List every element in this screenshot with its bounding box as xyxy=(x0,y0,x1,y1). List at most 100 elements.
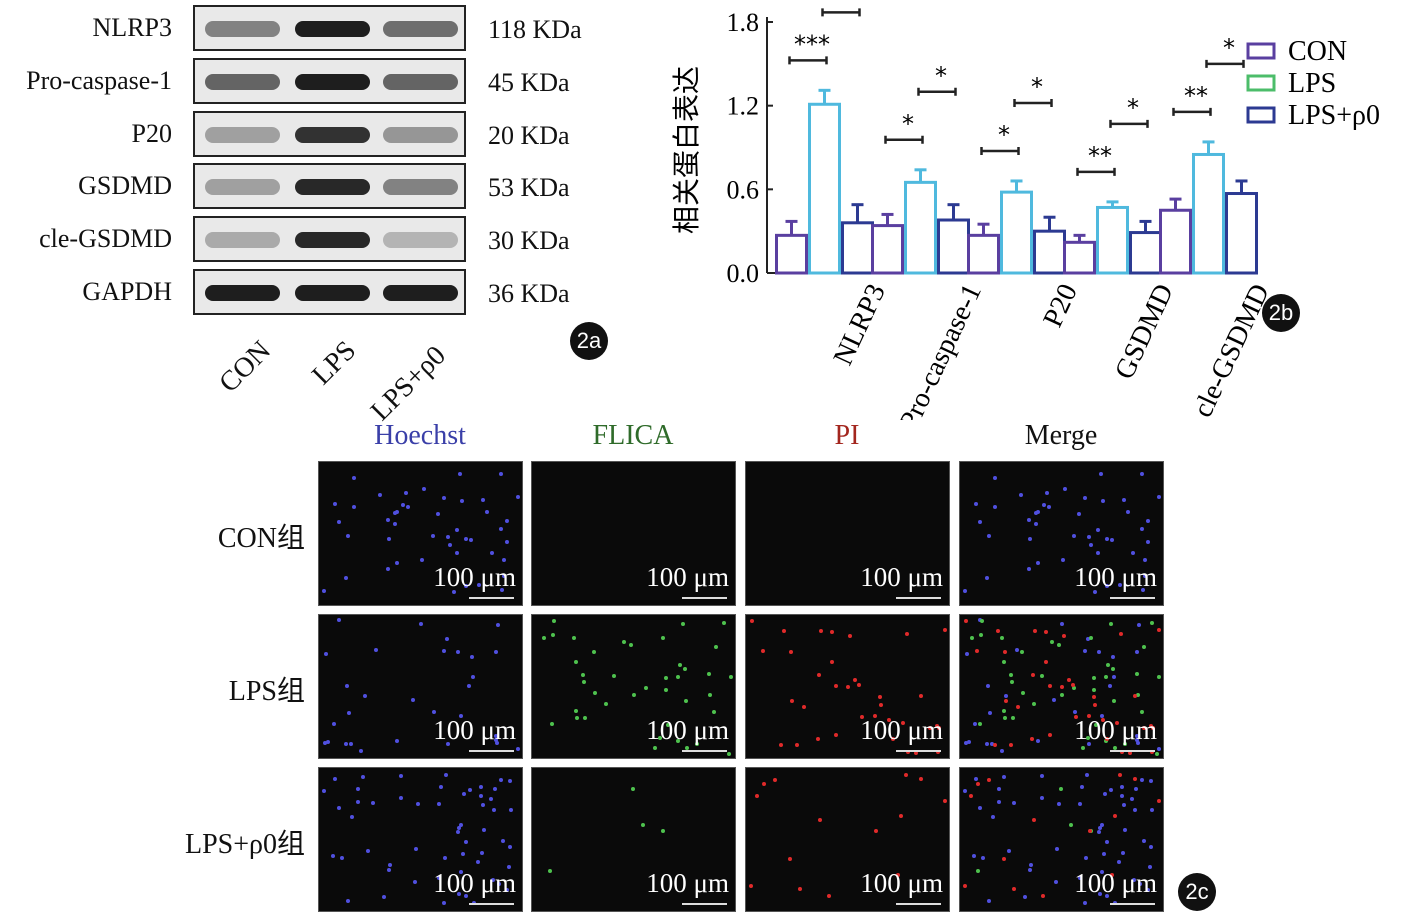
cell-dot xyxy=(432,709,437,714)
cell-dot xyxy=(1135,738,1140,743)
significance-label: * xyxy=(1127,94,1139,122)
blot-band xyxy=(383,232,458,248)
cell-dot xyxy=(1135,649,1139,654)
cell-dot xyxy=(1149,724,1154,729)
cell-dot xyxy=(1149,778,1154,783)
cell-dot xyxy=(986,534,991,539)
bar xyxy=(937,218,970,275)
cell-dot xyxy=(1054,880,1059,885)
cell-dot xyxy=(1003,699,1008,704)
cell-dot xyxy=(999,748,1004,753)
cell-dot xyxy=(788,857,793,862)
micrograph: 100 μm xyxy=(531,767,736,912)
cell-dot xyxy=(714,644,719,649)
cell-dot xyxy=(1142,574,1147,578)
cell-dot xyxy=(1135,734,1140,739)
cell-dot xyxy=(404,491,409,496)
cell-dot xyxy=(1059,787,1064,792)
cell-dot xyxy=(1123,828,1128,833)
x-tick-label: Pro-caspase-1 xyxy=(893,279,987,420)
cell-dot xyxy=(446,742,451,747)
cell-dot xyxy=(458,472,463,477)
cell-dot xyxy=(494,649,498,654)
cell-dot xyxy=(660,636,665,641)
cell-dot xyxy=(963,788,968,793)
cell-dot xyxy=(727,752,732,757)
bar xyxy=(1000,190,1033,275)
cell-dot xyxy=(1149,621,1154,626)
scale-label: 100 μm xyxy=(860,715,943,745)
cell-dot xyxy=(336,618,341,623)
cell-dot xyxy=(1016,705,1021,710)
cell-dot xyxy=(499,472,504,477)
cell-dot xyxy=(1059,684,1064,689)
cell-dot xyxy=(1110,538,1115,543)
cell-dot xyxy=(1030,672,1035,677)
blot-band xyxy=(295,21,370,37)
significance-bracket xyxy=(1205,59,1245,68)
legend-label: LPS xyxy=(1288,68,1336,99)
cell-dot xyxy=(466,684,471,689)
cell-dot xyxy=(1079,784,1084,789)
cell-dot xyxy=(663,675,668,680)
cell-dot xyxy=(622,640,627,645)
cell-dot xyxy=(494,734,499,739)
cell-dot xyxy=(913,751,918,756)
cell-dot xyxy=(1077,512,1082,517)
cell-dot xyxy=(989,742,994,747)
cell-dot xyxy=(1101,852,1106,857)
cell-dot xyxy=(1082,901,1087,906)
cell-dot xyxy=(458,870,463,875)
cell-dot xyxy=(1096,528,1101,533)
cell-dot xyxy=(996,628,1001,633)
cell-dot xyxy=(582,679,587,684)
scale-bar xyxy=(469,750,514,752)
cell-dot xyxy=(399,773,404,778)
legend-swatch xyxy=(1246,42,1276,60)
cell-dot xyxy=(447,542,452,547)
cell-dot xyxy=(685,745,690,750)
cell-dot xyxy=(1149,808,1154,813)
scale-label: 100 μm xyxy=(433,715,516,745)
significance-label: * xyxy=(998,121,1010,149)
cell-dot xyxy=(476,583,481,588)
blot-band xyxy=(295,179,370,195)
blot-strip xyxy=(193,58,466,104)
cell-dot xyxy=(1072,686,1077,691)
cell-dot xyxy=(1140,709,1145,714)
scale-bar xyxy=(896,597,941,599)
blot-kda-label: 36 KDa xyxy=(488,279,570,308)
bar xyxy=(1192,152,1225,275)
cell-dot xyxy=(438,784,443,789)
cell-dot xyxy=(1043,660,1048,665)
cell-dot xyxy=(508,844,513,849)
cell-dot xyxy=(456,650,461,655)
cell-dot xyxy=(942,628,947,633)
cell-dot xyxy=(1035,560,1040,565)
cell-dot xyxy=(728,675,733,680)
cell-dot xyxy=(1092,688,1097,693)
cell-dot xyxy=(682,666,687,671)
cell-dot xyxy=(1062,634,1067,639)
cell-dot xyxy=(1052,698,1057,703)
channel-label: PI xyxy=(834,420,860,451)
scale-bar xyxy=(1110,597,1155,599)
group-label: CON组 xyxy=(217,523,305,554)
cell-dot xyxy=(458,714,463,719)
cell-dot xyxy=(827,893,832,898)
cell-dot xyxy=(1109,621,1114,626)
cell-dot xyxy=(393,511,398,516)
cell-dot xyxy=(574,715,579,720)
cell-dot xyxy=(1086,534,1091,539)
cell-dot xyxy=(1054,846,1059,851)
cell-dot xyxy=(975,781,980,786)
cell-dot xyxy=(1112,674,1117,679)
cell-dot xyxy=(492,807,497,812)
cell-dot xyxy=(878,695,883,700)
cell-dot xyxy=(463,893,468,898)
cell-dot xyxy=(878,703,883,708)
cell-dot xyxy=(322,788,327,793)
cell-dot xyxy=(979,619,984,624)
cell-dot xyxy=(469,538,474,543)
cell-dot xyxy=(975,869,980,874)
